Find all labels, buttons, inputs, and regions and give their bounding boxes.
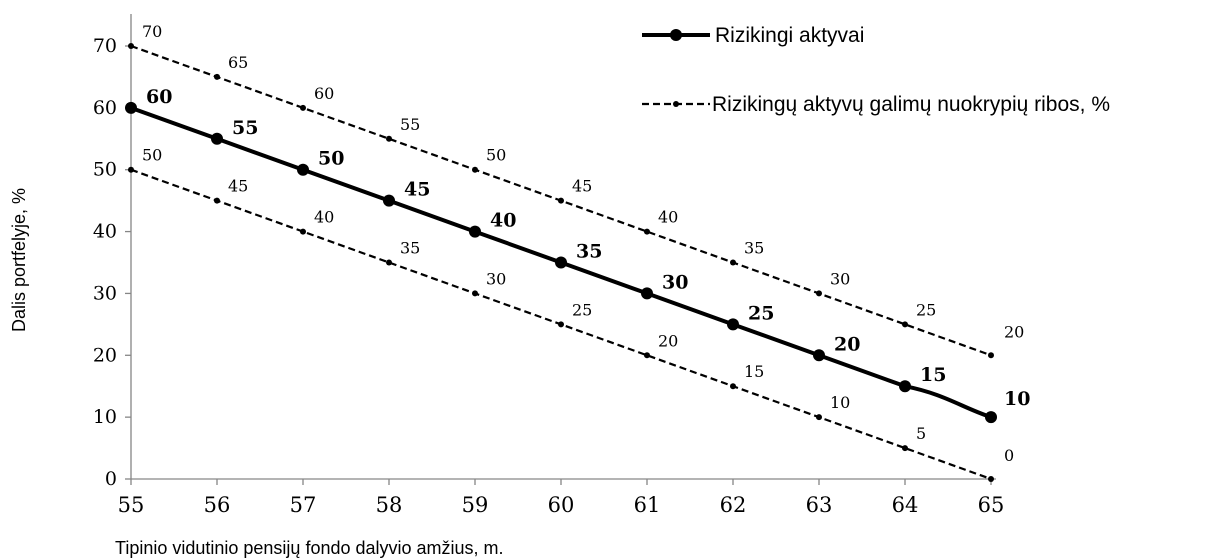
x-axis-title: Tipinio vidutinio pensijų fondo dalyvio …: [115, 538, 504, 558]
ticks: 0 10 20 30 40 50 60 70 55 56 57 58 59 60 61 62 63 64 65: [93, 35, 1005, 517]
data-label: 10: [830, 393, 850, 412]
data-point: [727, 318, 739, 331]
data-label: 45: [404, 179, 430, 201]
data-point: [214, 197, 220, 204]
data-point: [211, 132, 223, 145]
y-tick-label: 50: [93, 159, 117, 181]
x-tick-label: 56: [204, 493, 231, 517]
legend-marker-solid: [670, 29, 682, 41]
data-point: [214, 73, 220, 80]
x-tick-label: 62: [720, 493, 747, 517]
data-label: 0: [1004, 446, 1014, 465]
data-point: [125, 101, 137, 114]
data-label: 50: [486, 146, 506, 165]
x-tick-label: 55: [118, 493, 145, 517]
data-label: 30: [486, 269, 506, 288]
data-point: [730, 383, 736, 390]
data-point: [558, 321, 564, 328]
y-tick-label: 20: [93, 344, 117, 366]
legend: Rizikingi aktyvai Rizikingų aktyvų galimų…: [642, 24, 1110, 116]
data-label: 30: [830, 269, 850, 288]
data-label: 65: [228, 53, 248, 72]
data-point: [816, 414, 822, 421]
y-axis-title: Dalis portfelyje, %: [9, 188, 29, 332]
data-label: 25: [916, 300, 936, 319]
data-label: 60: [314, 84, 334, 103]
data-point: [816, 290, 822, 297]
data-label: 40: [658, 208, 678, 227]
data-point: [813, 349, 825, 362]
data-label: 50: [318, 148, 344, 170]
data-labels: 6055504540353025201510706560555045403530…: [142, 22, 1030, 465]
data-point: [386, 135, 392, 142]
data-point: [644, 352, 650, 359]
x-tick-label: 63: [806, 493, 833, 517]
data-label: 25: [572, 300, 592, 319]
data-label: 15: [920, 364, 946, 386]
x-tick-label: 58: [376, 493, 403, 517]
data-point: [558, 197, 564, 204]
data-label: 35: [744, 239, 764, 258]
data-point: [383, 194, 395, 207]
legend-label: Rizikingi aktyvai: [715, 24, 864, 47]
x-tick-label: 61: [634, 493, 661, 517]
legend-marker-dashed: [673, 101, 679, 107]
series-group: [125, 43, 997, 482]
data-label: 35: [576, 241, 602, 263]
y-tick-label: 30: [93, 282, 117, 304]
y-tick-label: 40: [93, 221, 117, 243]
data-point: [128, 43, 134, 49]
data-point: [644, 228, 650, 235]
data-point: [641, 287, 653, 300]
data-point: [988, 476, 994, 482]
data-label: 55: [400, 115, 420, 134]
data-label: 50: [142, 146, 162, 165]
data-label: 60: [146, 86, 172, 108]
data-point: [469, 225, 481, 238]
x-tick-label: 65: [978, 493, 1005, 517]
data-point: [128, 166, 134, 173]
y-tick-label: 10: [93, 406, 117, 428]
data-point: [902, 445, 908, 452]
axes: [130, 14, 996, 480]
data-point: [555, 256, 567, 269]
data-point: [730, 259, 736, 266]
legend-label: Rizikingų aktyvų galimų nuokrypių ribos,…: [712, 93, 1110, 116]
data-point: [902, 321, 908, 328]
data-label: 45: [572, 177, 592, 196]
data-point: [297, 163, 309, 176]
data-point: [300, 104, 306, 111]
data-label: 20: [658, 331, 678, 350]
data-point: [988, 352, 994, 359]
data-point: [300, 228, 306, 235]
y-tick-label: 60: [93, 97, 117, 119]
x-tick-label: 60: [548, 493, 575, 517]
x-tick-label: 59: [462, 493, 489, 517]
data-point: [472, 166, 478, 173]
data-label: 40: [490, 210, 516, 232]
data-label: 20: [1004, 322, 1024, 341]
y-tick-label: 70: [93, 35, 117, 57]
data-point: [985, 411, 997, 424]
x-tick-label: 64: [892, 493, 919, 517]
data-point: [899, 380, 911, 393]
data-label: 40: [314, 208, 334, 227]
data-label: 70: [142, 22, 162, 41]
data-point: [386, 259, 392, 266]
data-label: 5: [916, 424, 926, 443]
data-label: 30: [662, 271, 688, 293]
data-label: 10: [1004, 388, 1030, 410]
data-label: 15: [744, 362, 764, 381]
data-label: 25: [748, 302, 774, 324]
y-tick-label: 0: [105, 468, 117, 490]
x-tick-label: 57: [290, 493, 317, 517]
data-label: 20: [834, 333, 860, 355]
data-point: [472, 290, 478, 297]
data-label: 35: [400, 239, 420, 258]
data-label: 55: [232, 117, 258, 139]
data-label: 45: [228, 177, 248, 196]
